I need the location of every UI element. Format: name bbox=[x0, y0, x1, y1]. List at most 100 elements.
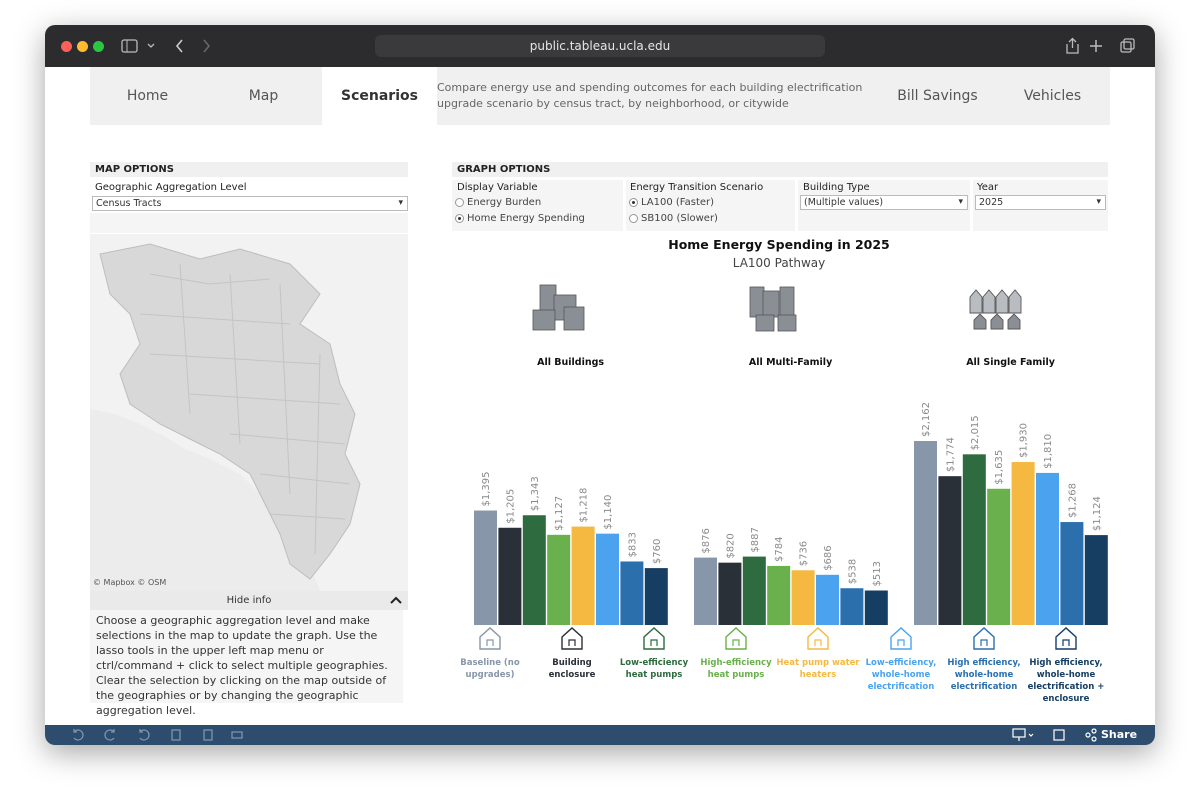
display-variable-panel: Display Variable Energy Burden Home Energ… bbox=[452, 180, 623, 231]
radio-label: LA100 (Faster) bbox=[641, 197, 715, 208]
legend-label: High efficiency, whole-home electrificat… bbox=[1027, 658, 1105, 704]
info-text: Choose a geographic aggregation level an… bbox=[90, 610, 403, 717]
tableau-toolbar: Share bbox=[45, 725, 1155, 745]
zoom-button[interactable] bbox=[93, 41, 104, 52]
browser-window: public.tableau.ucla.edu Home Map Scenari… bbox=[45, 25, 1155, 745]
legend-label: Low-efficiency, whole-home electrificati… bbox=[865, 658, 937, 692]
radio-button bbox=[629, 198, 638, 207]
radio-label: Home Energy Spending bbox=[467, 213, 585, 224]
chart: Home Energy Spending in 2025 LA100 Pathw… bbox=[474, 237, 1108, 625]
close-button[interactable] bbox=[61, 41, 72, 52]
bar bbox=[914, 441, 937, 625]
bar bbox=[864, 590, 888, 625]
value-label: $1,395 bbox=[481, 472, 492, 507]
radio-button bbox=[455, 214, 464, 223]
icon-house bbox=[890, 627, 912, 650]
legend-icon bbox=[561, 627, 583, 650]
tab-map[interactable]: Map bbox=[248, 88, 279, 104]
legend-label: High-efficiency heat pumps bbox=[700, 658, 772, 680]
url-text: public.tableau.ucla.edu bbox=[529, 39, 671, 53]
legend-icon bbox=[643, 627, 665, 650]
radio-button bbox=[629, 214, 638, 223]
value-label: $820 bbox=[725, 533, 736, 558]
bar bbox=[742, 556, 766, 625]
bar bbox=[816, 574, 839, 625]
radio-option[interactable]: Home Energy Spending bbox=[452, 211, 585, 227]
bar bbox=[1084, 535, 1108, 625]
radio-label: Energy Burden bbox=[467, 197, 542, 208]
hide-info-bar[interactable]: Hide info bbox=[90, 591, 408, 610]
radio-option[interactable]: SB100 (Slower) bbox=[626, 211, 718, 227]
tab-home[interactable]: Home bbox=[126, 88, 169, 104]
building-type-panel: Building Type (Multiple values) bbox=[798, 180, 970, 231]
icon-glyph bbox=[814, 639, 822, 646]
address-bar[interactable]: public.tableau.ucla.edu bbox=[375, 35, 825, 57]
value-label: $1,218 bbox=[579, 488, 590, 523]
value-label: $1,268 bbox=[1067, 483, 1078, 518]
browser-actions bbox=[1066, 37, 1135, 54]
legend-label: Baseline (no upgrades) bbox=[460, 658, 520, 680]
legend-item: Baseline (no upgrades) bbox=[448, 625, 532, 681]
icon-house bbox=[479, 627, 501, 650]
minimize-button[interactable] bbox=[77, 41, 88, 52]
legend-icon bbox=[890, 627, 912, 650]
map-options-header: MAP OPTIONS bbox=[90, 162, 408, 177]
icon-house bbox=[643, 627, 665, 650]
nav-bar: Home Map Scenarios Compare energy use an… bbox=[90, 67, 1110, 125]
legend-item: High efficiency, whole-home electrificat… bbox=[1024, 625, 1108, 705]
legend-item: Low-efficiency, whole-home electrificati… bbox=[859, 625, 943, 693]
share-button[interactable]: Share bbox=[1101, 725, 1137, 745]
bar bbox=[1011, 462, 1035, 625]
bar bbox=[694, 557, 717, 625]
radio-option[interactable]: Energy Burden bbox=[452, 195, 585, 211]
tab-scenarios[interactable]: Scenarios bbox=[322, 67, 437, 125]
group-label: All Buildings bbox=[537, 357, 604, 368]
building-type-label: Building Type bbox=[803, 182, 870, 193]
bar bbox=[840, 588, 864, 625]
display-variable-options: Energy Burden Home Energy Spending bbox=[452, 195, 585, 227]
bar bbox=[791, 570, 815, 625]
icon-glyph bbox=[486, 639, 494, 646]
legend-item: High efficiency, whole-home electrificat… bbox=[942, 625, 1026, 693]
group-label: All Single Family bbox=[966, 357, 1056, 368]
aggregation-dropdown[interactable]: Census Tracts bbox=[92, 196, 408, 211]
scenario-label: Energy Transition Scenario bbox=[630, 182, 764, 193]
value-label: $513 bbox=[872, 561, 883, 586]
chart-title: Home Energy Spending in 2025 bbox=[668, 237, 890, 252]
legend-item: Building enclosure bbox=[530, 625, 614, 681]
group-icon-singlefamily bbox=[969, 289, 1022, 330]
scenario-panel: Energy Transition Scenario LA100 (Faster… bbox=[626, 180, 795, 231]
display-variable-label: Display Variable bbox=[457, 182, 538, 193]
bar bbox=[987, 488, 1011, 625]
map[interactable]: © Mapbox © OSM bbox=[90, 234, 408, 591]
legend-icon bbox=[479, 627, 501, 650]
legend-icon bbox=[973, 627, 995, 650]
legend-item: Heat pump water heaters bbox=[776, 625, 860, 681]
aggregation-label: Geographic Aggregation Level bbox=[95, 182, 247, 193]
icon-house bbox=[807, 627, 829, 650]
icon-glyph bbox=[568, 639, 576, 646]
icon-glyph bbox=[732, 639, 740, 646]
value-label: $1,140 bbox=[603, 495, 614, 530]
radio-option[interactable]: LA100 (Faster) bbox=[626, 195, 718, 211]
legend: Baseline (no upgrades) Building enclosure… bbox=[45, 625, 1155, 725]
toolbar-icons bbox=[73, 729, 243, 741]
value-label: $2,162 bbox=[921, 402, 932, 437]
tab-bill-savings[interactable]: Bill Savings bbox=[897, 88, 978, 104]
collapse-icon bbox=[390, 596, 402, 604]
value-label: $1,124 bbox=[1092, 496, 1103, 531]
value-label: $1,205 bbox=[505, 489, 516, 524]
bar bbox=[498, 527, 522, 625]
icon-glyph bbox=[1062, 639, 1070, 646]
tab-vehicles[interactable]: Vehicles bbox=[1023, 88, 1082, 104]
building-type-dropdown[interactable]: (Multiple values) bbox=[800, 195, 968, 210]
bar bbox=[718, 562, 742, 625]
nav-description: Compare energy use and spending outcomes… bbox=[437, 81, 863, 110]
year-dropdown[interactable]: 2025 bbox=[975, 195, 1106, 210]
legend-label: High efficiency, whole-home electrificat… bbox=[947, 658, 1021, 692]
group-icon-multifamily bbox=[749, 286, 797, 332]
bar bbox=[1036, 472, 1059, 625]
value-label: $833 bbox=[627, 532, 638, 557]
value-label: $876 bbox=[701, 528, 712, 553]
